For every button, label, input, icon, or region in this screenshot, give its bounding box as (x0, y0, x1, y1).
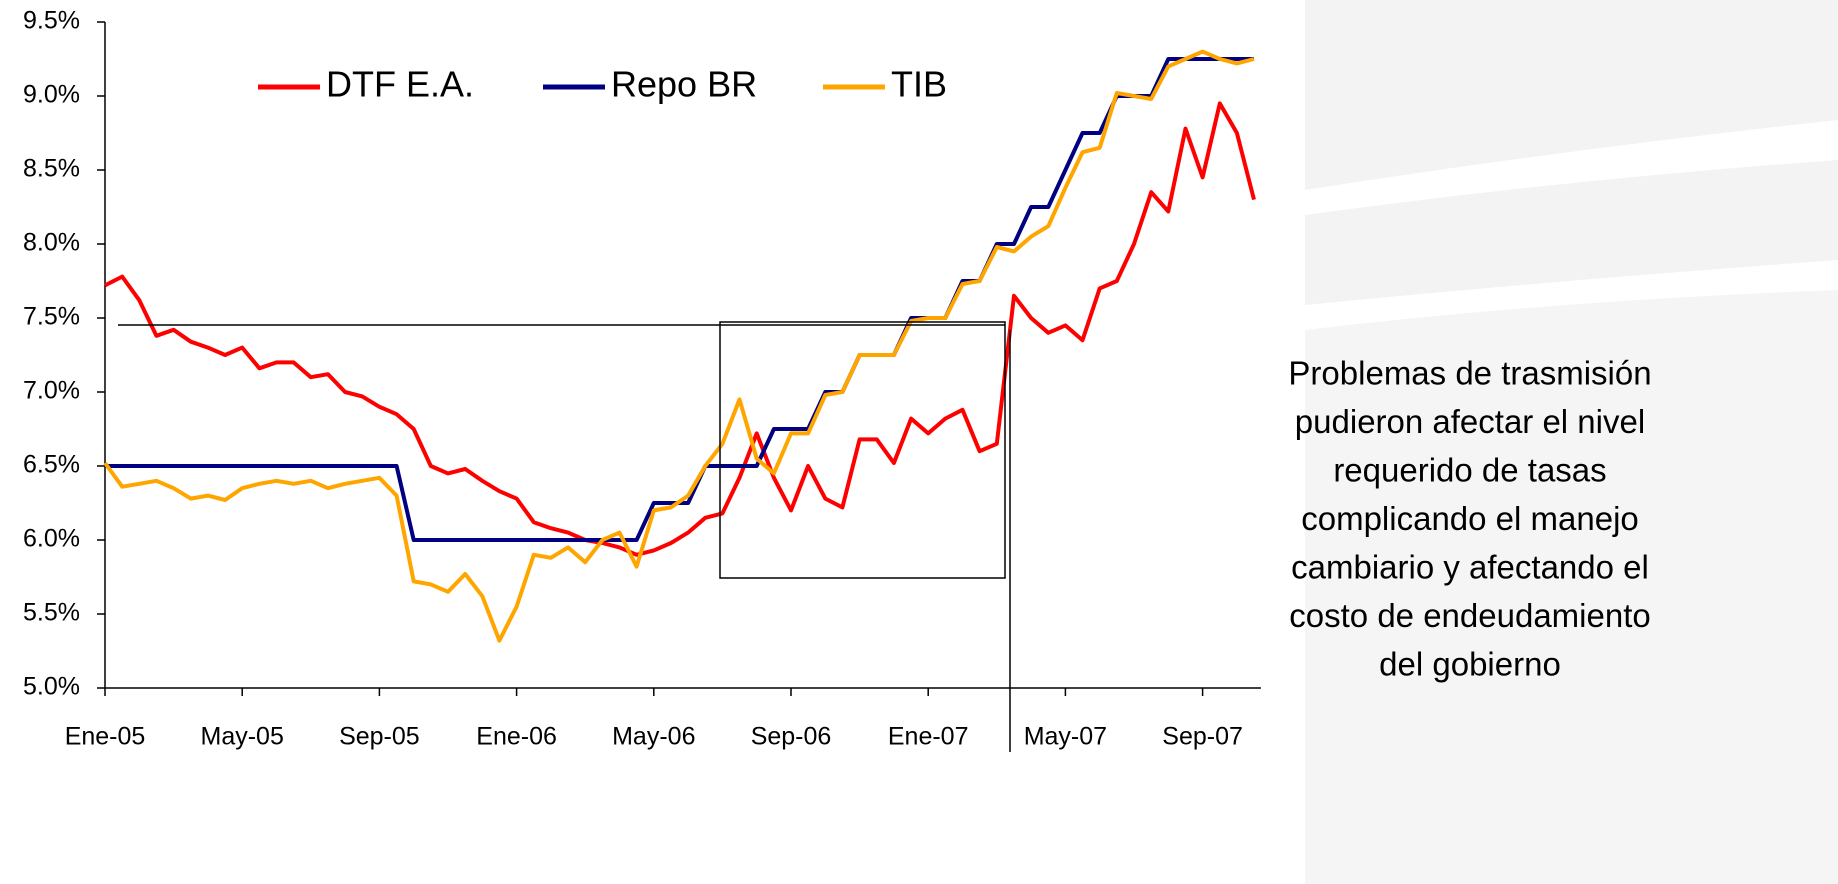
background-swoosh (1305, 160, 1838, 305)
series-line (103, 49, 1255, 643)
background-swoosh (1305, 290, 1838, 884)
y-tick-label: 9.0% (23, 81, 80, 109)
y-tick-label: 7.5% (23, 303, 80, 331)
x-tick-label: Sep-05 (339, 723, 420, 751)
highlight-box (719, 321, 1006, 579)
x-tick-label: Ene-05 (65, 723, 146, 751)
background-swoosh (1305, 0, 1838, 190)
x-tick-label: May-07 (1024, 723, 1107, 751)
plot-area: 5.0% 5.5% 6.0% 6.5% 7.0% 7.5% 8.0% 8.5% 9.0% 9.5%… (23, 7, 1261, 751)
y-tick-label: 5.5% (23, 599, 80, 627)
annotation: del gobierno (1379, 646, 1561, 683)
y-tick-label: 6.0% (23, 525, 80, 553)
x-tick-label: Sep-07 (1162, 723, 1243, 751)
annotation: requerido de tasas (1333, 452, 1606, 489)
annotation: costo de endeudamiento (1289, 597, 1650, 634)
x-tick-label: May-06 (612, 723, 695, 751)
x-tick-label: Ene-07 (888, 723, 969, 751)
legend-label: TIB (891, 64, 947, 105)
annotation: cambiario y afectando el (1291, 549, 1649, 586)
y-tick-label: 5.0% (23, 673, 80, 701)
annotation: complicando el manejo (1301, 500, 1639, 537)
annotation: Problemas de trasmisión (1288, 355, 1651, 392)
legend-label: DTF E.A. (326, 64, 474, 105)
annotation: pudieron afectar el nivel (1295, 403, 1645, 440)
legend-label: Repo BR (611, 64, 757, 105)
x-tick-label: May-05 (201, 723, 284, 751)
y-tick-label: 7.0% (23, 377, 80, 405)
series-line (104, 101, 1256, 557)
y-tick-label: 8.0% (23, 229, 80, 257)
y-tick-label: 6.5% (23, 451, 80, 479)
y-tick-label: 9.5% (23, 7, 80, 35)
y-tick-label: 8.5% (23, 155, 80, 183)
series-line (105, 57, 1254, 542)
x-tick-label: Sep-06 (751, 723, 832, 751)
x-tick-label: Ene-06 (476, 723, 557, 751)
